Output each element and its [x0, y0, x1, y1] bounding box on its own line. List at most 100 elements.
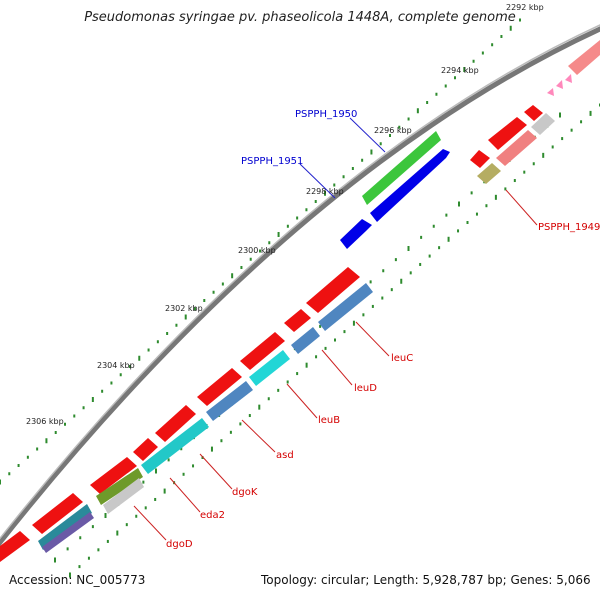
gene-feature-pink[interactable]	[565, 74, 572, 83]
guide-dot	[163, 488, 166, 494]
guide-dot	[409, 271, 412, 275]
gene-feature-cyan[interactable]	[141, 418, 209, 474]
guide-dot	[239, 422, 242, 426]
gene-feature-steelblue[interactable]	[206, 381, 253, 421]
gene-feature-red[interactable]	[197, 368, 242, 406]
gene-feature-red[interactable]	[0, 531, 30, 562]
gene-label[interactable]: dgoK	[232, 487, 258, 498]
guide-dot	[210, 446, 213, 452]
guide-dot	[87, 556, 90, 560]
connector-line	[133, 505, 167, 541]
guide-dot	[147, 348, 150, 352]
gene-feature-red[interactable]	[32, 493, 83, 534]
guide-dot	[381, 296, 384, 300]
gene-feature-red[interactable]	[306, 267, 360, 313]
gene-label[interactable]: PSPPH_1950	[295, 109, 357, 120]
guide-dot	[229, 430, 232, 434]
gene-feature-red[interactable]	[488, 117, 527, 150]
guide-dot	[351, 167, 354, 170]
gene-feature-steelblue[interactable]	[291, 327, 320, 354]
lower-strand-genes	[38, 283, 373, 553]
gene-feature-salmon[interactable]	[568, 40, 600, 75]
gene-feature-blue[interactable]	[340, 219, 372, 249]
guide-dot	[220, 439, 223, 443]
guide-dot	[79, 536, 82, 540]
gene-feature-teal[interactable]	[38, 504, 92, 550]
guide-dot	[509, 25, 512, 31]
gene-feature-red[interactable]	[470, 150, 490, 168]
guide-dot	[54, 431, 57, 434]
guide-dot	[475, 212, 478, 216]
connector-line	[199, 453, 233, 490]
guide-dot	[156, 340, 159, 344]
guide-dot	[542, 152, 545, 158]
guide-dot	[106, 539, 109, 543]
guide-dot	[36, 447, 39, 451]
gene-feature-red[interactable]	[155, 405, 196, 442]
gene-feature-salmon[interactable]	[496, 130, 537, 166]
gene-feature-red[interactable]	[240, 332, 285, 370]
guide-dot	[192, 464, 195, 468]
gene-feature-purple[interactable]	[42, 512, 94, 553]
connector-line	[241, 419, 276, 453]
gene-feature-red[interactable]	[90, 457, 137, 494]
guide-dot	[481, 51, 484, 55]
guide-dot	[305, 208, 308, 212]
guide-dot	[463, 67, 466, 72]
map-title: Pseudomonas syringae pv. phaseolicola 14…	[84, 10, 516, 25]
guide-dot	[0, 479, 1, 485]
gene-label[interactable]: PSPPH_1951	[241, 156, 303, 167]
gene-label[interactable]: asd	[276, 450, 294, 461]
gene-label[interactable]: eda2	[200, 510, 225, 521]
guide-dot	[194, 307, 196, 311]
gene-feature-pink[interactable]	[556, 80, 563, 89]
guide-dot	[523, 170, 526, 174]
genome-stats-text: Topology: circular; Length: 5,928,787 bp…	[261, 573, 591, 587]
guide-dot	[296, 216, 299, 220]
guide-dot	[428, 254, 431, 258]
gene-feature-grey[interactable]	[531, 113, 555, 135]
guide-dot	[267, 397, 270, 401]
gene-feature-red[interactable]	[133, 438, 158, 461]
guide-dot	[319, 324, 322, 328]
guide-dot	[559, 112, 561, 118]
gene-feature-pink[interactable]	[547, 88, 554, 96]
gene-feature-green[interactable]	[362, 131, 441, 205]
guide-dot	[390, 288, 393, 292]
guide-dot	[504, 187, 507, 191]
gene-feature-olive[interactable]	[96, 468, 143, 505]
gene-feature-red[interactable]	[284, 309, 311, 332]
guide-dot	[334, 338, 336, 342]
gene-feature-grey[interactable]	[103, 478, 144, 514]
guide-dot	[420, 235, 423, 239]
guide-dot	[138, 355, 141, 361]
guide-dot	[315, 355, 318, 359]
genome-backbone-highlight	[0, 24, 600, 540]
gene-feature-olive[interactable]	[477, 163, 501, 184]
upper-right-genes	[470, 40, 600, 184]
guide-dot	[394, 258, 397, 262]
guide-dot	[129, 365, 131, 368]
guide-dot	[445, 213, 448, 217]
gene-label[interactable]: PSPPH_1949	[538, 222, 600, 233]
gene-feature-cyan[interactable]	[249, 350, 290, 386]
gene-feature-steelblue[interactable]	[318, 283, 373, 331]
tick-label: 2298 kbp	[306, 187, 344, 196]
guide-dot	[182, 472, 185, 476]
guide-dot	[362, 313, 365, 317]
guide-dot	[561, 137, 564, 141]
guide-dot	[212, 290, 215, 294]
gene-label[interactable]: leuB	[318, 415, 340, 426]
guide-dot	[570, 128, 573, 132]
gene-label[interactable]: dgoD	[166, 539, 193, 550]
gene-feature-blue[interactable]	[370, 149, 450, 222]
guide-dot	[369, 280, 372, 284]
gene-label[interactable]: leuC	[391, 353, 413, 364]
guide-dot	[286, 224, 289, 228]
guide-dot	[472, 59, 475, 63]
guide-dot	[17, 464, 20, 467]
guide-dot	[110, 381, 113, 385]
gene-label[interactable]: leuD	[354, 383, 377, 394]
gene-feature-red[interactable]	[524, 105, 543, 121]
